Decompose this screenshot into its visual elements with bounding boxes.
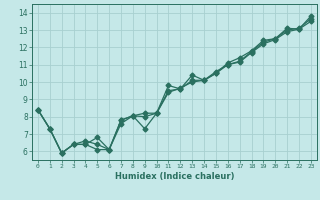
X-axis label: Humidex (Indice chaleur): Humidex (Indice chaleur)	[115, 172, 234, 181]
